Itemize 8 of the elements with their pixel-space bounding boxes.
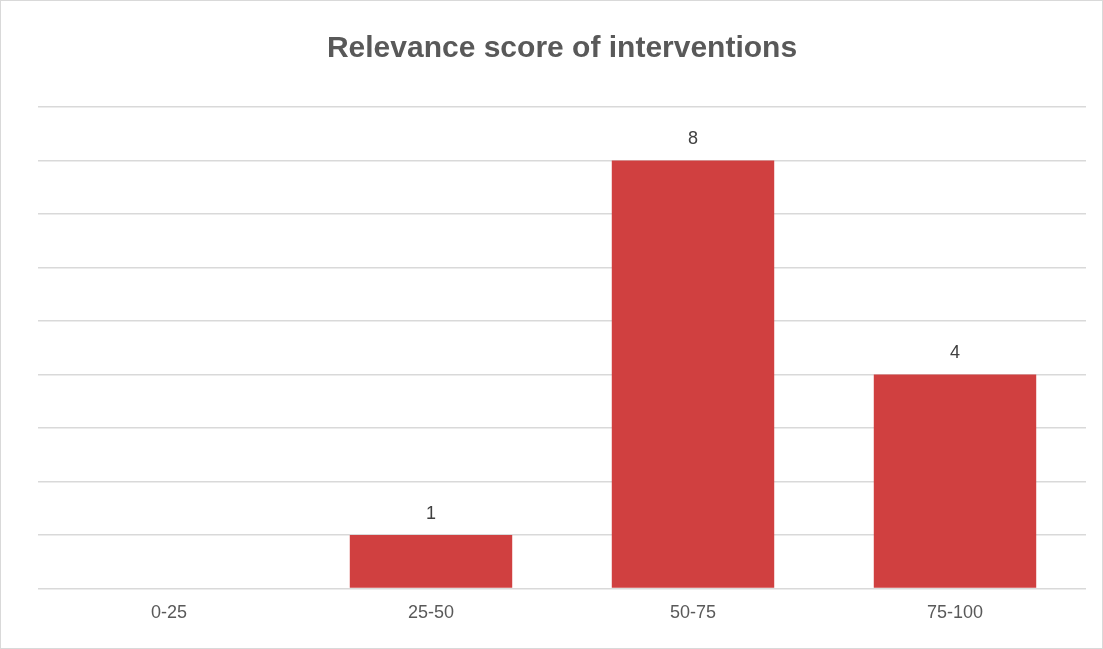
data-label: 8 [687,128,699,149]
x-tick-label: 25-50 [407,602,455,623]
data-label: 1 [425,502,437,523]
x-tick-label: 0-25 [150,602,188,623]
chart-title: Relevance score of interventions [326,30,798,64]
x-tick-label: 50-75 [669,602,717,623]
data-label: 4 [949,342,961,363]
x-tick-label: 75-100 [926,602,984,623]
